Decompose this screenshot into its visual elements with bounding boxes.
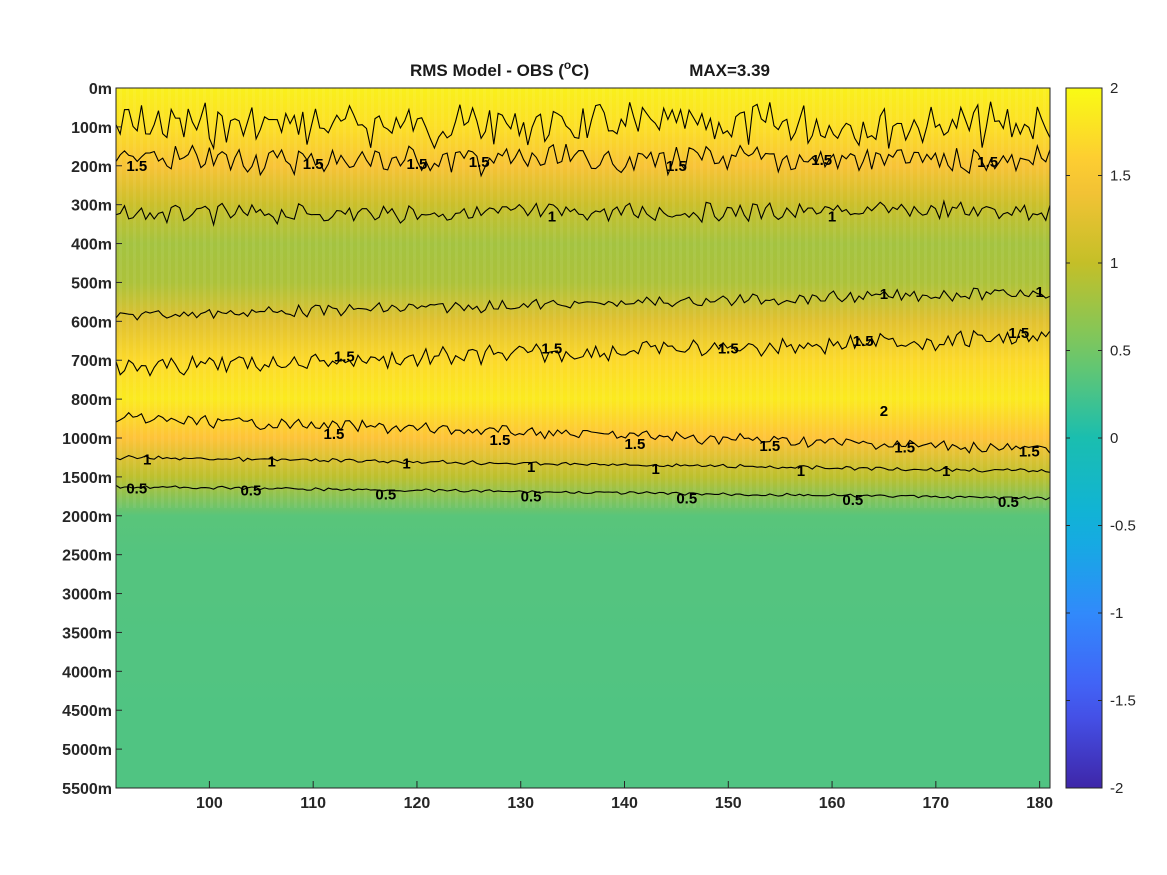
contour-label: 1	[797, 463, 805, 480]
y-tick-label: 2000m	[62, 509, 112, 526]
colorbar-tick-label: 1	[1110, 255, 1118, 272]
y-tick-label: 600m	[71, 314, 112, 331]
x-tick-label: 120	[404, 795, 431, 812]
contour-label: 1.5	[853, 333, 874, 350]
contour-label: 1.5	[894, 440, 915, 457]
y-tick-label: 3000m	[62, 587, 112, 604]
contour-label: 1	[527, 459, 535, 476]
contour-line-1	[116, 455, 1050, 473]
y-tick-label: 4500m	[62, 703, 112, 720]
contour-label: 1	[402, 455, 410, 472]
y-tick-label: 4000m	[62, 664, 112, 681]
y-tick-label: 300m	[71, 198, 112, 215]
y-tick-label: 5000m	[62, 742, 112, 759]
contour-label: 0.5	[521, 488, 542, 505]
contour-label: 1.5	[324, 426, 345, 443]
colorbar-tick-label: -1	[1110, 605, 1123, 622]
y-tick-label: 5500m	[62, 781, 112, 798]
x-tick-label: 100	[196, 795, 223, 812]
contour-line-1.5	[116, 143, 1050, 178]
contour-label: 0.5	[126, 481, 147, 498]
y-tick-label: 2500m	[62, 548, 112, 565]
colorbar-ticks: 2 1.5 1 0.5 0 -0.5 -1 -1.5 -2	[1066, 80, 1136, 797]
y-tick-label: 700m	[71, 353, 112, 370]
contour-label: 2	[880, 403, 888, 420]
contour-label: 1.5	[407, 156, 428, 173]
colorbar-tick-label: 1.5	[1110, 168, 1131, 185]
y-tick-label: 100m	[71, 120, 112, 137]
contour-label: 1	[942, 463, 950, 480]
plot-area: 1.5 1.5 1.5 1.5 1.5 1.5 1.5 1 1 1 1 1.5 1.5 1.5 1.5 1.5…	[115, 87, 1051, 789]
contour-label: 1.5	[811, 152, 832, 169]
contour-labels: 1.5 1.5 1.5 1.5 1.5 1.5 1.5 1 1 1 1 1.5 1.5 1.5 1.5 1.5…	[126, 152, 1043, 511]
y-axis: 0m 100m 200m 300m 400m 500m 600m 700m 800m 1000m 1…	[62, 81, 122, 798]
contour-label: 1.5	[1019, 444, 1040, 461]
y-tick-label: 200m	[71, 159, 112, 176]
contour-label: 1	[548, 208, 556, 225]
x-axis: 100 110 120 130 140 150 160 170 180	[196, 781, 1053, 812]
contour-label: 1	[880, 286, 888, 303]
y-tick-label: 800m	[71, 392, 112, 409]
x-tick-label: 160	[819, 795, 846, 812]
max-label: MAX=3.39	[689, 61, 770, 80]
contour-label: 0.5	[240, 483, 261, 500]
contour-label: 0.5	[842, 492, 863, 509]
chart-title: RMS Model - OBS (oC) MAX=3.39	[410, 58, 770, 80]
y-tick-label: 1500m	[62, 470, 112, 487]
colorbar-scale	[1065, 87, 1103, 789]
contour-label: 1.5	[666, 158, 687, 175]
contour-line-1.5	[116, 329, 1050, 377]
contour-label: 1.5	[303, 156, 324, 173]
contour-label: 0.5	[375, 486, 396, 503]
x-tick-label: 140	[611, 795, 638, 812]
x-tick-label: 110	[300, 795, 326, 812]
contour-line-0.5	[116, 484, 1050, 501]
contour-label: 1.5	[469, 154, 490, 171]
contour-label: 1.5	[334, 348, 355, 365]
contour-line-2	[116, 101, 1050, 151]
colorbar-tick-label: 0	[1110, 430, 1118, 447]
contour-label: 1.5	[718, 341, 739, 358]
colorbar-tick-label: -2	[1110, 780, 1123, 797]
x-tick-label: 150	[715, 795, 742, 812]
y-tick-label: 3500m	[62, 625, 112, 642]
y-tick-label: 0m	[89, 81, 112, 98]
x-tick-label: 170	[922, 795, 949, 812]
y-tick-label: 1000m	[62, 431, 112, 448]
contour-label: 0.5	[998, 494, 1019, 511]
contour-lines	[116, 101, 1050, 501]
contour-label: 1.5	[541, 341, 562, 358]
y-tick-label: 500m	[71, 275, 112, 292]
contour-line-1	[116, 287, 1050, 321]
contour-label: 1.5	[126, 158, 147, 175]
contour-label: 1.5	[1008, 325, 1029, 342]
contour-label: 1	[1035, 284, 1043, 301]
contour-label: 1	[267, 453, 275, 470]
colorbar-tick-label: -1.5	[1110, 693, 1136, 710]
colorbar: 2 1.5 1 0.5 0 -0.5 -1 -1.5 -2	[1065, 80, 1136, 797]
contour-label: 1.5	[490, 432, 511, 449]
contour-label: 1	[143, 451, 151, 468]
y-tick-label: 400m	[71, 237, 112, 254]
contour-line-1.5	[116, 411, 1050, 454]
x-tick-label: 180	[1026, 795, 1053, 812]
contour-label: 1.5	[977, 154, 998, 171]
colorbar-tick-label: -0.5	[1110, 518, 1136, 535]
contour-label: 1	[651, 461, 659, 478]
contour-label: 0.5	[676, 490, 697, 507]
x-tick-label: 130	[507, 795, 534, 812]
contour-label: 1	[828, 208, 836, 225]
heatmap-texture	[116, 88, 1050, 508]
contour-label: 1.5	[624, 436, 645, 453]
colorbar-tick-label: 2	[1110, 80, 1118, 97]
contour-label: 1.5	[759, 438, 780, 455]
colorbar-tick-label: 0.5	[1110, 343, 1131, 360]
contour-line-1	[116, 199, 1050, 227]
